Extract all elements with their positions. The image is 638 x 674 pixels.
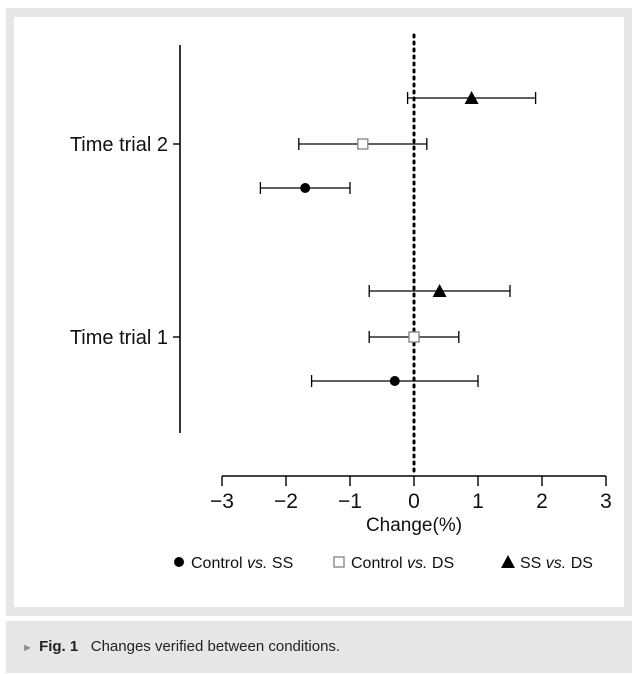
- x-tick-label: 2: [536, 490, 548, 513]
- caption-text: Changes verified between conditions.: [90, 638, 341, 655]
- data-marks: [259, 91, 537, 387]
- category-label: Time trial 2: [70, 134, 168, 156]
- data-point: [432, 284, 447, 297]
- figure-caption: ► Fig. 1 Changes verified between condit…: [22, 638, 340, 655]
- legend-marker: [333, 556, 345, 568]
- caption-bar: ► Fig. 1 Changes verified between condit…: [6, 621, 632, 673]
- forest-plot: Time trial 2 Time trial 1 −3 −2 −1 0 1 2 3 Change…: [70, 33, 612, 572]
- x-tick-label: 1: [472, 490, 484, 513]
- tick-labels: Time trial 2 Time trial 1 −3 −2 −1 0 1 2 3 Change…: [70, 134, 612, 536]
- data-point: [464, 91, 479, 104]
- caption-arrow-icon: ►: [22, 642, 33, 654]
- x-tick-label: 3: [600, 490, 612, 513]
- x-axis-title: Change(%): [366, 515, 462, 536]
- x-tick-label: −3: [210, 490, 234, 513]
- x-tick-label: −1: [338, 490, 362, 513]
- legend-marker: [501, 555, 515, 568]
- caption-label: Fig. 1: [39, 638, 79, 655]
- legend-label: Control vs. SS: [191, 555, 293, 572]
- legend-label: Control vs. DS: [351, 555, 454, 572]
- category-label: Time trial 1: [70, 327, 168, 349]
- data-point: [300, 183, 311, 193]
- legend-label: SS vs. DS: [520, 555, 593, 572]
- axes: [173, 45, 607, 486]
- x-tick-label: −2: [274, 490, 298, 513]
- data-point: [408, 331, 420, 343]
- x-tick-label: 0: [408, 490, 420, 513]
- data-point: [357, 138, 369, 150]
- chart-panel: Time trial 2 Time trial 1 −3 −2 −1 0 1 2 3 Change…: [14, 17, 624, 607]
- legend: Control vs. SS Control vs. DS SS vs. DS: [174, 555, 593, 572]
- legend-marker: [174, 557, 184, 567]
- data-point: [389, 376, 400, 386]
